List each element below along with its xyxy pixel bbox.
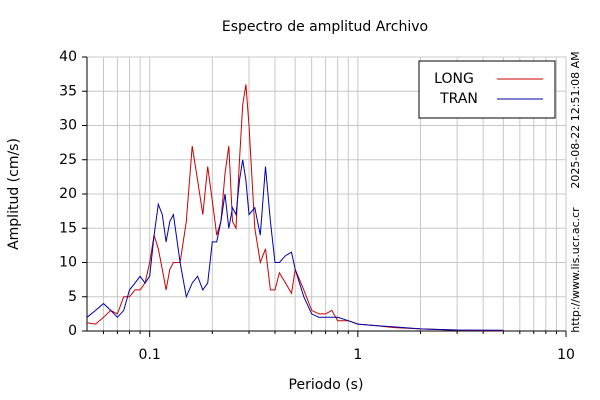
legend-label: TRAN [439, 91, 478, 107]
x-axis-label: Periodo (s) [289, 377, 364, 393]
timestamp: 2025-08-22 12:51:08 AM [569, 51, 582, 188]
y-axis-label: Amplitud (cm/s) [6, 138, 22, 250]
y-tick-label: 5 [68, 289, 77, 305]
chart-title: Espectro de amplitud Archivo [222, 19, 428, 35]
legend-box [418, 60, 556, 119]
y-tick-label: 40 [59, 49, 77, 65]
x-tick-label: 1 [353, 347, 362, 363]
legend-label: LONG [434, 71, 474, 87]
x-tick-label: 0.1 [139, 347, 161, 363]
y-tick-label: 0 [68, 323, 77, 339]
x-tick-label: 10 [557, 347, 575, 363]
data-line [86, 159, 504, 331]
data-line [86, 84, 504, 332]
y-tick-label: 35 [59, 83, 77, 99]
y-tick-label: 20 [59, 186, 77, 202]
source: http://www.lis.ucr.ac.cr [569, 207, 582, 333]
y-tick-label: 10 [59, 255, 77, 271]
y-tick-label: 30 [59, 118, 77, 134]
y-tick-label: 15 [59, 220, 77, 236]
y-tick-label: 25 [59, 152, 77, 168]
